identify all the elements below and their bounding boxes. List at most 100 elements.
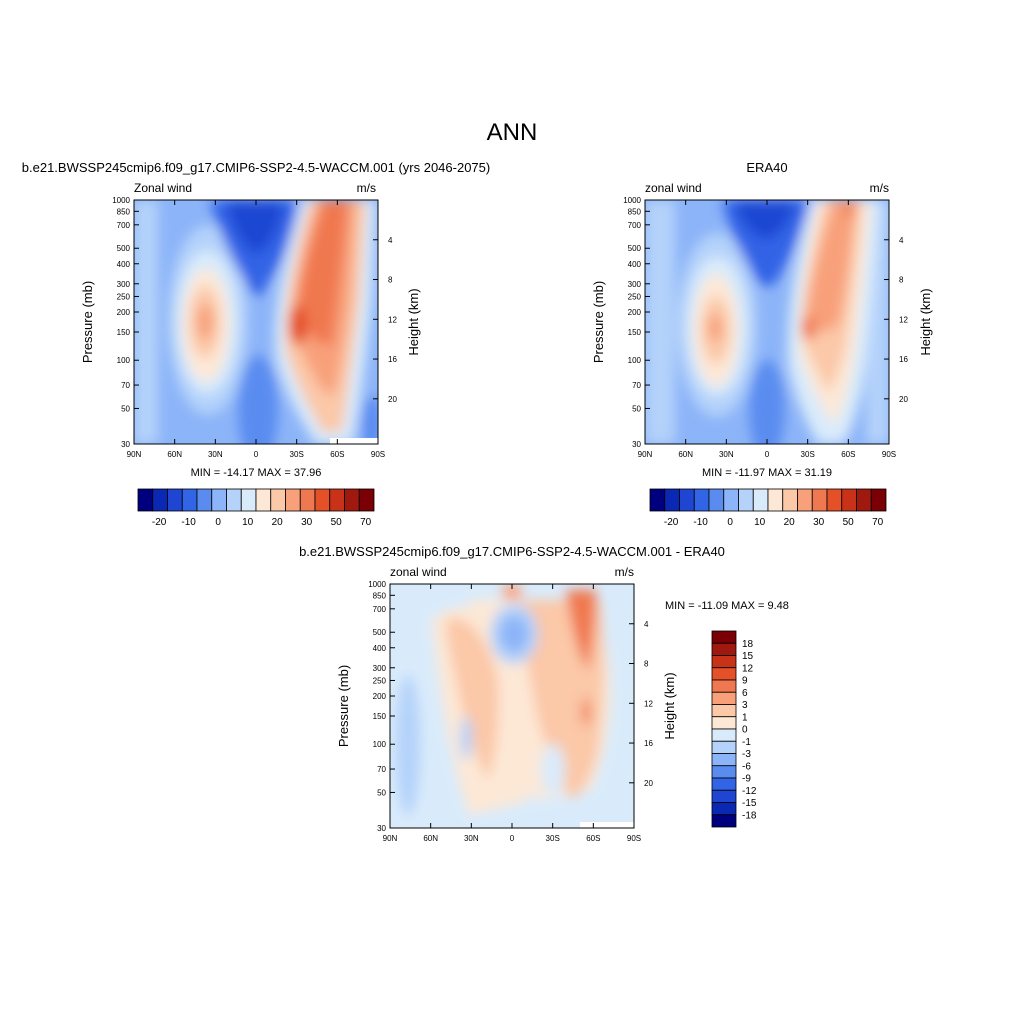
panel-model-ylabel-right: Height (km) <box>406 288 421 355</box>
colorbar-label: 30 <box>301 517 313 528</box>
y-tick-label: 500 <box>117 244 131 253</box>
colorbar-label: -6 <box>742 761 751 772</box>
y-tick-label: 50 <box>377 788 386 797</box>
y-tick-label: 400 <box>628 260 642 269</box>
colorbar-swatch <box>344 488 360 512</box>
colorbar-label: 70 <box>872 517 884 528</box>
colorbar-swatch <box>826 488 843 512</box>
colorbar-swatch <box>711 789 737 803</box>
colorbar-swatch <box>679 488 695 512</box>
x-tick-label: 90N <box>638 450 653 459</box>
main-title: ANN <box>487 119 538 146</box>
y-tick-label: 300 <box>628 280 642 289</box>
colorbar-label: -1 <box>742 737 751 748</box>
colorbar-swatch <box>270 488 286 512</box>
colorbar-swatch <box>841 488 857 512</box>
colorbar-swatch <box>711 704 737 718</box>
y-right-tick-label: 16 <box>644 739 653 748</box>
colorbar-swatch <box>711 765 737 779</box>
colorbar-swatch <box>708 488 725 512</box>
y-tick-label: 50 <box>121 404 130 413</box>
colorbar-label: 3 <box>742 700 748 711</box>
y-right-tick-label: 20 <box>644 779 653 788</box>
colorbar-swatch <box>664 488 680 512</box>
colorbar-label: 20 <box>272 517 284 528</box>
x-tick-label: 90N <box>127 450 142 459</box>
x-tick-label: 30S <box>290 450 304 459</box>
x-tick-label: 60N <box>423 834 438 843</box>
panel-reanalysis-title: ERA40 <box>746 160 787 175</box>
colorbar-swatch <box>211 488 227 512</box>
colorbar-swatch <box>299 488 316 512</box>
panel-model-colorbar: -20 -10 0 10 20 30 50 70 <box>137 488 375 528</box>
colorbar-label: -10 <box>693 517 708 528</box>
x-tick-label: 60S <box>841 450 855 459</box>
colorbar-swatch <box>782 488 798 512</box>
colorbar-label: -9 <box>742 774 751 785</box>
colorbar-label: 20 <box>784 517 796 528</box>
colorbar-label: -20 <box>664 517 679 528</box>
colorbar-swatch <box>255 488 272 512</box>
panel-reanalysis-min-max: MIN = -11.97 MAX = 31.19 <box>702 467 832 479</box>
panel-model-variable-label: Zonal wind <box>134 181 192 195</box>
colorbar-swatch <box>711 728 737 742</box>
x-tick-label: 0 <box>765 450 770 459</box>
colorbar-swatch <box>723 488 739 512</box>
colorbar-swatch <box>738 488 754 512</box>
panel-reanalysis-variable-label: zonal wind <box>645 181 702 195</box>
panel-model-axes: 90N 60N 30N 0 30S 60S 90S 30 50 70 100 150 200 250 300… <box>112 196 397 459</box>
colorbar-label: 0 <box>742 725 748 736</box>
y-tick-label: 100 <box>373 740 387 749</box>
panel-model-field <box>134 200 378 444</box>
field-region-eq-easterly-core <box>226 200 284 255</box>
y-tick-label: 150 <box>628 328 642 337</box>
colorbar-swatch <box>693 488 710 512</box>
colorbar-swatch <box>752 488 769 512</box>
colorbar-label: 50 <box>843 517 855 528</box>
y-right-tick-label: 8 <box>388 276 393 285</box>
y-tick-label: 400 <box>373 644 387 653</box>
field-missing-region <box>330 438 378 444</box>
colorbar-swatch <box>711 802 737 816</box>
colorbar-swatch <box>358 488 375 512</box>
panel-reanalysis-ylabel: Pressure (mb) <box>591 281 606 363</box>
colorbar-swatch <box>649 488 666 512</box>
y-right-tick-label: 20 <box>388 395 397 404</box>
panel-difference-variable-label: zonal wind <box>390 565 447 579</box>
colorbar-swatch <box>711 753 737 767</box>
colorbar-swatch <box>797 488 813 512</box>
x-tick-label: 30S <box>801 450 815 459</box>
y-tick-label: 700 <box>373 605 387 614</box>
y-right-tick-label: 8 <box>899 276 904 285</box>
panel-difference-min-max: MIN = -11.09 MAX = 9.48 <box>665 600 789 612</box>
colorbar-swatch <box>226 488 242 512</box>
colorbar-label: -3 <box>742 749 751 760</box>
y-tick-label: 850 <box>117 207 131 216</box>
colorbar-swatch <box>711 642 737 656</box>
colorbar-swatch <box>870 488 887 512</box>
colorbar-swatch <box>137 488 154 512</box>
y-tick-label: 30 <box>632 440 641 449</box>
panel-model-min-max: MIN = -14.17 MAX = 37.96 <box>191 467 322 479</box>
y-tick-label: 50 <box>632 404 641 413</box>
y-tick-label: 250 <box>373 676 387 685</box>
y-right-tick-label: 16 <box>899 355 908 364</box>
panel-model-title: b.e21.BWSSP245cmip6.f09_g17.CMIP6-SSP2-4… <box>22 160 490 175</box>
colorbar-swatch <box>767 488 784 512</box>
y-tick-label: 30 <box>121 440 130 449</box>
panel-model-ylabel: Pressure (mb) <box>80 281 95 363</box>
field-region-sh-core <box>296 200 348 345</box>
panel-model: b.e21.BWSSP245cmip6.f09_g17.CMIP6-SSP2-4… <box>22 160 490 528</box>
colorbar-label: 50 <box>331 517 343 528</box>
colorbar-label: 15 <box>742 651 754 662</box>
y-tick-label: 200 <box>628 308 642 317</box>
colorbar-swatch <box>711 740 737 754</box>
field-region-sh-jet <box>289 305 307 345</box>
field-region-surface-easterly-sh <box>362 395 378 444</box>
colorbar-label: 0 <box>727 517 733 528</box>
colorbar-swatch <box>811 488 828 512</box>
colorbar-label: 30 <box>813 517 825 528</box>
x-tick-label: 60S <box>586 834 600 843</box>
colorbar-label: 12 <box>742 663 754 674</box>
